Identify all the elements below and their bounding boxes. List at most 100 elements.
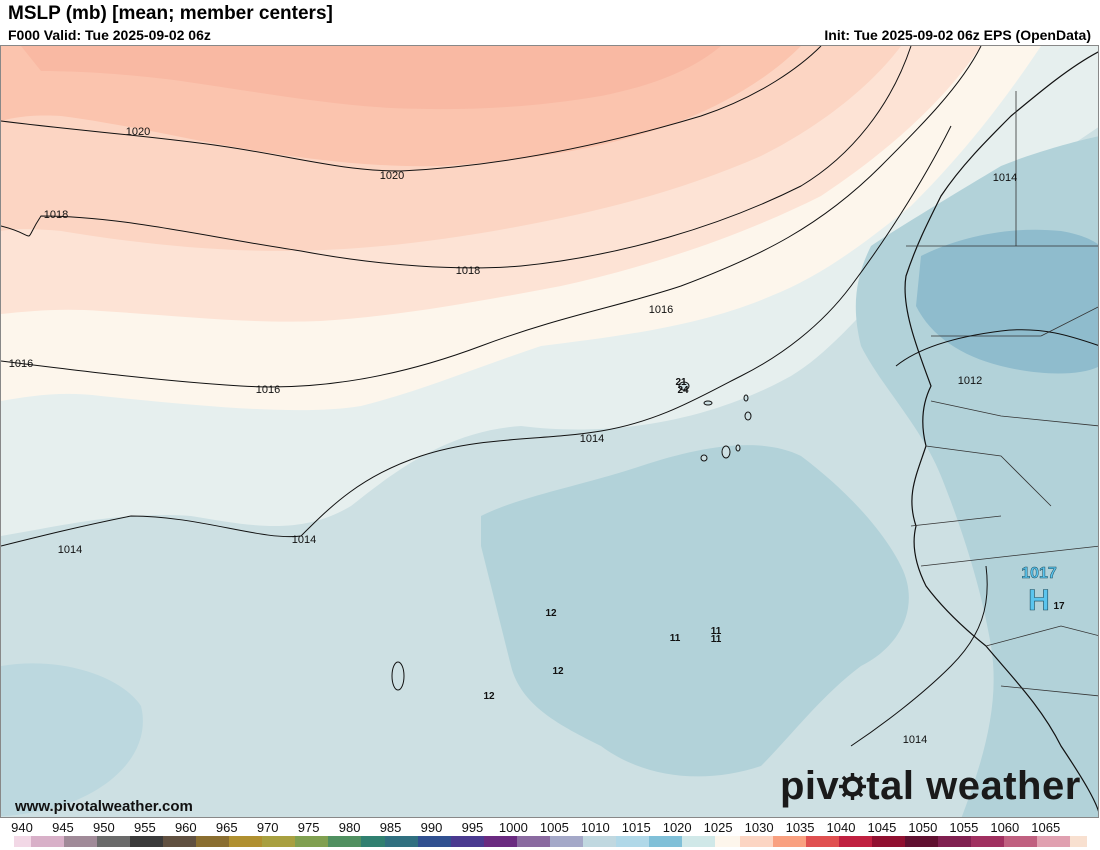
scale-swatch [665, 836, 674, 847]
scale-swatch [797, 836, 806, 847]
scale-swatch [657, 836, 666, 847]
scale-swatch [632, 836, 641, 847]
scale-swatch [261, 836, 270, 847]
scale-swatch [385, 836, 394, 847]
scale-label: 950 [93, 820, 115, 835]
scale-swatch [236, 836, 245, 847]
valid-time: F000 Valid: Tue 2025-09-02 06z [8, 27, 211, 43]
scale-swatch [22, 836, 31, 847]
scale-swatch [71, 836, 80, 847]
scale-swatch [1061, 836, 1070, 847]
high-value: 1017 [1021, 565, 1057, 582]
scale-swatch [583, 836, 592, 847]
scale-swatch [550, 836, 559, 847]
scale-swatch [525, 836, 534, 847]
scale-swatch [690, 836, 699, 847]
scale-swatch [1004, 836, 1013, 847]
isobar-label: 1014 [580, 433, 604, 445]
scale-label: 1000 [498, 820, 528, 835]
scale-swatch [459, 836, 468, 847]
scale-label: 1060 [990, 820, 1020, 835]
scale-swatch [38, 836, 47, 847]
scale-swatch [170, 836, 179, 847]
scale-swatch [987, 836, 996, 847]
color-scale-labels: 940 945 950 955 960 965 970 975 980 985 990 995 1000… [0, 820, 1100, 835]
scale-swatch [434, 836, 443, 847]
scale-swatch [872, 836, 881, 847]
website-url[interactable]: www.pivotalweather.com [15, 798, 193, 815]
scale-swatch [253, 836, 262, 847]
scale-swatch [195, 836, 204, 847]
scale-swatch [509, 836, 518, 847]
scale-swatch [756, 836, 765, 847]
scale-swatch [1053, 836, 1062, 847]
scale-swatch [294, 836, 303, 847]
scale-swatch [104, 836, 113, 847]
gear-icon [839, 773, 867, 800]
scale-swatch [269, 836, 278, 847]
scale-label: 985 [379, 820, 402, 835]
scale-swatch [839, 836, 848, 847]
scale-label: 1055 [949, 820, 979, 835]
scale-swatch [624, 836, 633, 847]
scale-swatch [938, 836, 947, 847]
scale-swatch [410, 836, 419, 847]
scale-swatch [1020, 836, 1029, 847]
scale-swatch [88, 836, 97, 847]
scale-swatch [806, 836, 815, 847]
pressure-field-low-sw [1, 663, 143, 816]
scale-swatch [921, 836, 930, 847]
map-title: MSLP (mb) [mean; member centers] [8, 3, 333, 24]
scale-swatch [979, 836, 988, 847]
scale-swatch [929, 836, 938, 847]
scale-label: 1030 [744, 820, 774, 835]
scale-swatch [418, 836, 427, 847]
scale-swatch [1078, 836, 1087, 847]
isobar-label: 1014 [58, 544, 82, 556]
member-center: 12 [545, 608, 557, 619]
isobar-label: 1016 [256, 384, 280, 396]
scale-label: 1040 [826, 820, 856, 835]
scale-swatch [575, 836, 584, 847]
scale-swatch [129, 836, 138, 847]
scale-label: 1020 [662, 820, 692, 835]
scale-label: 995 [461, 820, 484, 835]
scale-swatch [946, 836, 955, 847]
scale-swatch [773, 836, 782, 847]
scale-swatch [360, 836, 369, 847]
scale-swatch [707, 836, 716, 847]
scale-swatch [484, 836, 493, 847]
scale-swatch [335, 836, 344, 847]
scale-label: 960 [174, 820, 197, 835]
scale-swatch [228, 836, 237, 847]
scale-swatch [368, 836, 377, 847]
scale-swatch [245, 836, 254, 847]
scale-swatch [616, 836, 625, 847]
scale-swatch [971, 836, 980, 847]
isobars [1, 46, 1098, 747]
scale-swatch [476, 836, 485, 847]
scale-swatch [451, 836, 460, 847]
scale-label: 975 [297, 820, 320, 835]
scale-swatch [426, 836, 435, 847]
scale-swatch [1045, 836, 1054, 847]
scale-swatch [880, 836, 889, 847]
scale-swatch [789, 836, 798, 847]
scale-swatch [591, 836, 600, 847]
member-center: 21 [675, 377, 687, 388]
scale-swatch [47, 836, 56, 847]
scale-swatch [533, 836, 542, 847]
scale-label: 980 [338, 820, 361, 835]
scale-swatch [954, 836, 963, 847]
scale-label: 965 [215, 820, 238, 835]
scale-swatch [377, 836, 386, 847]
brand-text-right: tal weather [866, 764, 1081, 808]
member-center: 24 [677, 385, 689, 396]
scale-label: 955 [133, 820, 156, 835]
pressure-field-1012 [481, 445, 909, 777]
scale-swatch [731, 836, 740, 847]
scale-swatch [113, 836, 122, 847]
coastline [904, 51, 1098, 812]
scale-swatch [764, 836, 773, 847]
member-center: 12 [483, 691, 495, 702]
